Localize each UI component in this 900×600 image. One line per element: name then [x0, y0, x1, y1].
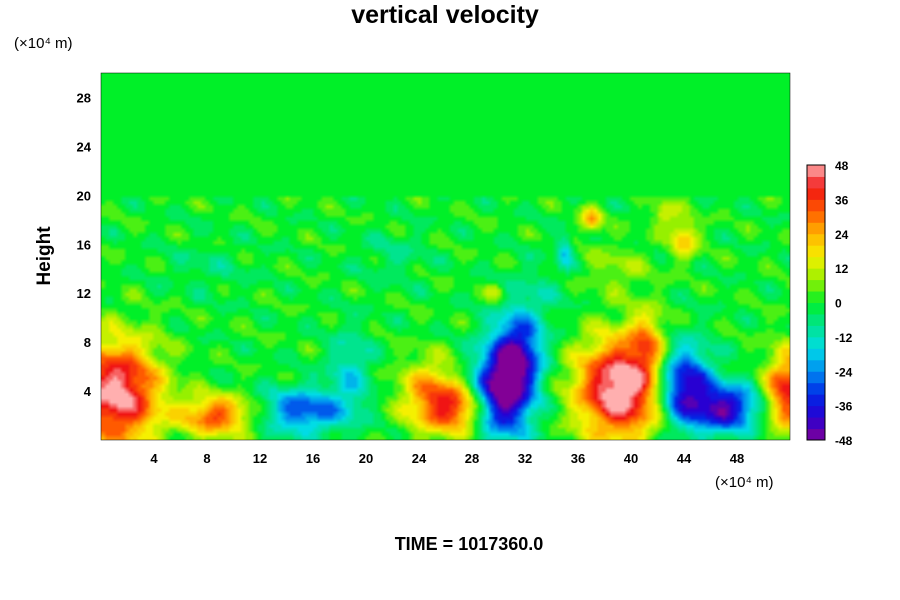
x-tick-label: 48 [730, 451, 744, 466]
y-tick-label: 16 [77, 237, 91, 252]
colorbar-segment [807, 268, 825, 281]
time-label: TIME = 1017360.0 [395, 534, 544, 554]
x-axis-ticks: 4 8 12 16 20 24 28 32 36 40 44 48 [150, 451, 744, 466]
colorbar-segment [807, 348, 825, 361]
plot-area [100, 72, 791, 441]
colorbar [806, 164, 826, 441]
y-tick-label: 20 [77, 188, 91, 203]
x-tick-label: 4 [150, 451, 158, 466]
x-tick-label: 12 [253, 451, 267, 466]
colorbar-ticks: 48 36 24 12 0 -12 -24 -36 -48 [835, 159, 853, 448]
y-axis-label: Height [34, 226, 55, 286]
y-tick-label: 28 [77, 90, 91, 105]
plot-frame [100, 72, 791, 441]
colorbar-tick-label: -36 [835, 400, 853, 414]
colorbar-tick-label: -24 [835, 365, 853, 379]
colorbar-segment [807, 428, 825, 441]
colorbar-segment [807, 291, 825, 303]
colorbar-segment [807, 405, 825, 418]
colorbar-tick-label: 24 [835, 228, 849, 242]
x-axis-unit: (×10⁴ m) [715, 474, 774, 491]
colorbar-segment [807, 210, 825, 223]
x-tick-label: 44 [677, 451, 692, 466]
colorbar-segment [807, 302, 825, 315]
colorbar-segment [807, 165, 825, 177]
x-tick-label: 40 [624, 451, 638, 466]
colorbar-segment [807, 371, 825, 384]
y-axis-unit: (×10⁴ m) [14, 35, 73, 52]
x-tick-label: 36 [571, 451, 585, 466]
colorbar-segment [807, 187, 825, 200]
colorbar-tick-label: -48 [835, 434, 853, 448]
colorbar-segment [807, 199, 825, 212]
colorbar-frame [806, 164, 826, 441]
colorbar-segment [807, 394, 825, 407]
colorbar-tick-label: 0 [835, 297, 842, 311]
colorbar-segment [807, 313, 825, 326]
chart-title: vertical velocity [351, 1, 539, 29]
colorbar-segment [807, 382, 825, 395]
colorbar-segment [807, 359, 825, 372]
colorbar-segment [807, 222, 825, 235]
x-tick-label: 20 [359, 451, 373, 466]
colorbar-segment [807, 325, 825, 338]
x-tick-label: 32 [518, 451, 532, 466]
colorbar-segment [807, 417, 825, 430]
colorbar-tick-label: -12 [835, 331, 853, 345]
y-tick-label: 12 [77, 286, 91, 301]
y-tick-label: 24 [77, 139, 92, 154]
y-tick-label: 4 [84, 384, 92, 399]
colorbar-segment [807, 245, 825, 258]
colorbar-segment [807, 176, 825, 189]
x-tick-label: 8 [203, 451, 210, 466]
colorbar-segment [807, 256, 825, 269]
colorbar-segment [807, 233, 825, 246]
colorbar-segment [807, 336, 825, 349]
heatmap-field [101, 73, 790, 440]
x-tick-label: 24 [412, 451, 427, 466]
colorbar-segment [807, 279, 825, 292]
y-axis-ticks: 4 8 12 16 20 24 28 [77, 90, 92, 399]
colorbar-tick-label: 12 [835, 262, 849, 276]
x-tick-label: 16 [306, 451, 320, 466]
y-tick-label: 8 [84, 335, 91, 350]
colorbar-tick-label: 36 [835, 193, 849, 207]
x-tick-label: 28 [465, 451, 479, 466]
colorbar-tick-label: 48 [835, 159, 849, 173]
